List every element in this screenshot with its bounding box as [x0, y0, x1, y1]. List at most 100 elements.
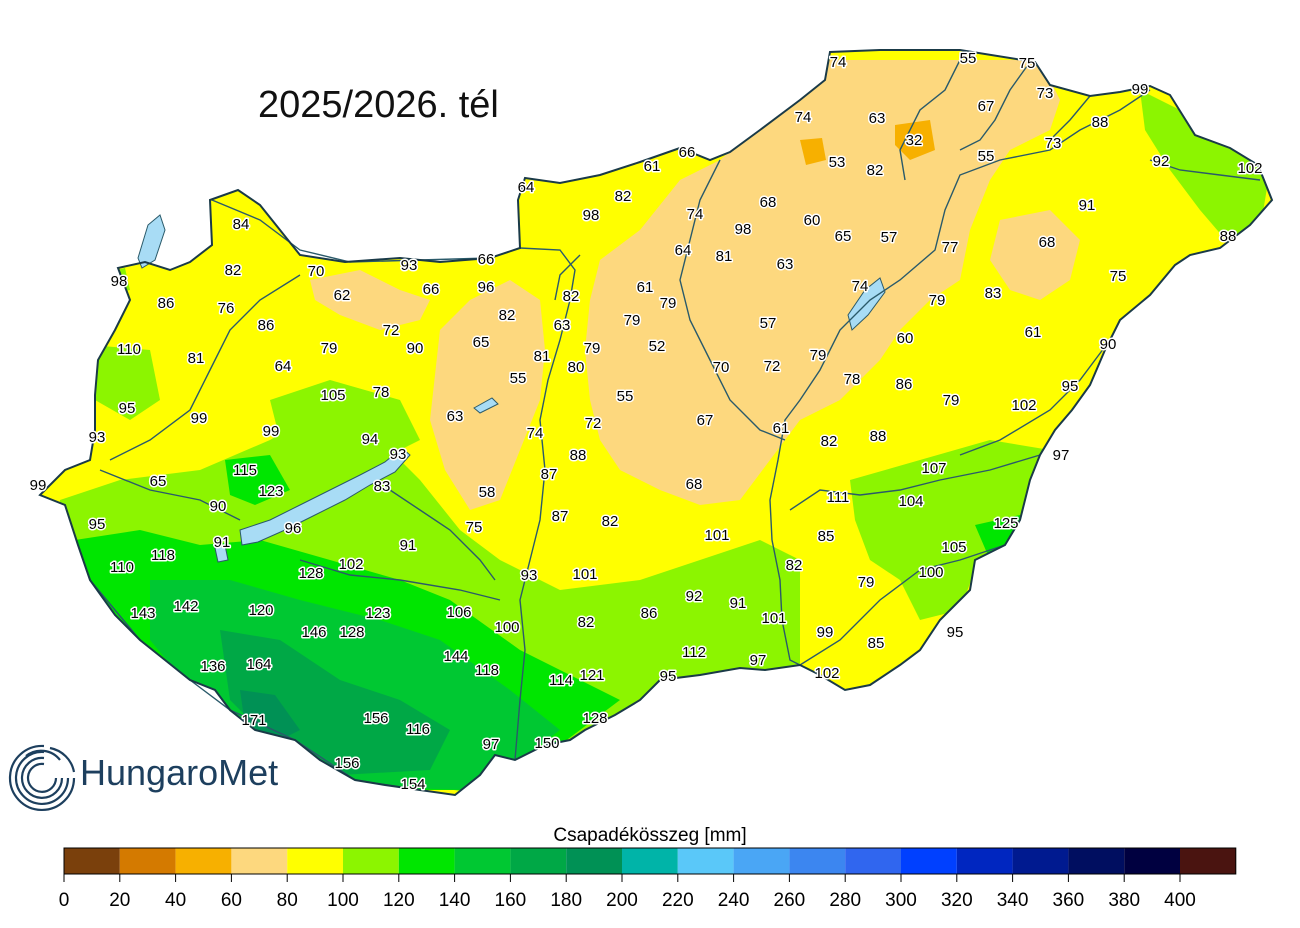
station-value: 97	[483, 736, 500, 753]
station-value: 144	[443, 648, 468, 665]
legend-tick-label: 220	[662, 890, 694, 911]
legend-ticks: 0 20 40 60 80 100 120 140 160 180 200 220 240 260 280 3…	[59, 874, 1196, 911]
station-value: 102	[1011, 397, 1036, 414]
station-value: 58	[479, 484, 496, 501]
station-value: 156	[363, 710, 388, 727]
river-ipoly	[554, 254, 581, 301]
station-value: 99	[191, 410, 208, 427]
legend-tick-label: 200	[606, 890, 638, 911]
station-value: 87	[541, 466, 558, 483]
map-title: 2025/2026. tél	[258, 84, 499, 126]
station-value: 93	[521, 567, 538, 584]
station-value: 93	[390, 446, 407, 463]
station-value: 55	[510, 370, 527, 387]
legend-tick-label: 180	[550, 890, 582, 911]
station-value: 81	[188, 350, 205, 367]
station-value: 79	[810, 347, 827, 364]
station-value: 128	[582, 710, 607, 727]
station-value: 93	[401, 257, 418, 274]
legend-swatch	[956, 848, 1013, 874]
station-value: 118	[475, 662, 499, 679]
zone-120-140-central-west	[225, 455, 290, 505]
legend-swatch	[566, 848, 622, 874]
station-value: 114	[549, 672, 573, 689]
station-value: 79	[858, 574, 875, 591]
station-value: 110	[110, 559, 134, 576]
station-value: 79	[321, 340, 338, 357]
station-value: 128	[298, 565, 323, 582]
station-value: 85	[818, 528, 835, 545]
legend-tick-label: 340	[997, 890, 1029, 911]
station-value: 79	[624, 312, 641, 329]
station-value: 70	[713, 359, 730, 376]
station-value: 97	[750, 652, 767, 669]
legend-swatch	[398, 848, 455, 874]
station-value: 84	[233, 216, 250, 233]
station-value: 91	[400, 537, 417, 554]
station-value: 92	[686, 588, 703, 605]
legend-swatch	[733, 848, 790, 874]
station-value: 61	[637, 279, 654, 296]
station-value: 63	[554, 317, 571, 334]
legend-swatch	[845, 848, 901, 874]
legend-tick-label: 160	[495, 890, 527, 911]
brand-name: HungaroMet	[80, 752, 279, 793]
station-value: 79	[943, 392, 960, 409]
station-value: 99	[30, 477, 47, 494]
station-value: 120	[248, 602, 273, 619]
legend-swatch	[454, 848, 511, 874]
legend-swatch	[789, 848, 846, 874]
legend-swatch	[1068, 848, 1125, 874]
station-value: 91	[1079, 197, 1096, 214]
station-value: 91	[730, 595, 747, 612]
station-value: 74	[795, 109, 812, 126]
legend-swatch	[231, 848, 288, 874]
legend-swatch	[175, 848, 232, 874]
station-value: 125	[993, 515, 1018, 532]
station-value: 61	[773, 420, 790, 437]
legend-swatch	[1012, 848, 1069, 874]
station-value: 85	[868, 635, 885, 652]
zone-60-80-east	[990, 210, 1080, 300]
legend-tick-label: 60	[221, 890, 242, 911]
station-value: 95	[1062, 378, 1079, 395]
station-values: 74 55 75 99 73 67 74 63 32 88 73 55 53 82 66 61 92 102 64 8…	[28, 49, 1264, 795]
station-value: 90	[407, 340, 424, 357]
station-value: 55	[978, 148, 995, 165]
station-value: 75	[1019, 55, 1036, 72]
station-value: 63	[869, 110, 886, 127]
station-value: 101	[704, 527, 729, 544]
station-value: 107	[921, 460, 946, 477]
station-value: 104	[898, 493, 923, 510]
legend-tick-label: 20	[109, 890, 130, 911]
station-value: 82	[225, 262, 242, 279]
station-value: 156	[334, 755, 359, 772]
station-value: 136	[200, 658, 225, 675]
station-value: 99	[817, 624, 834, 641]
station-value: 88	[1220, 228, 1237, 245]
legend-swatch	[1124, 848, 1180, 874]
river-zala	[99, 469, 241, 521]
station-value: 95	[119, 400, 136, 417]
river-raba	[109, 274, 301, 461]
station-value: 60	[897, 330, 914, 347]
station-value: 105	[320, 387, 345, 404]
station-value: 64	[675, 242, 692, 259]
station-value: 57	[760, 315, 777, 332]
station-value: 79	[584, 340, 601, 357]
station-value: 77	[942, 239, 959, 256]
station-value: 63	[447, 408, 464, 425]
zone-60-80-central	[430, 280, 545, 510]
station-value: 82	[867, 162, 884, 179]
station-value: 150	[534, 735, 559, 752]
zone-100-120-northeast	[1140, 90, 1270, 245]
station-value: 143	[130, 605, 155, 622]
station-value: 65	[835, 228, 852, 245]
station-value: 67	[697, 412, 714, 429]
station-value: 53	[829, 154, 846, 171]
station-value: 90	[210, 498, 227, 515]
station-value: 164	[246, 656, 271, 673]
station-value: 106	[446, 604, 471, 621]
station-value: 80	[568, 359, 585, 376]
